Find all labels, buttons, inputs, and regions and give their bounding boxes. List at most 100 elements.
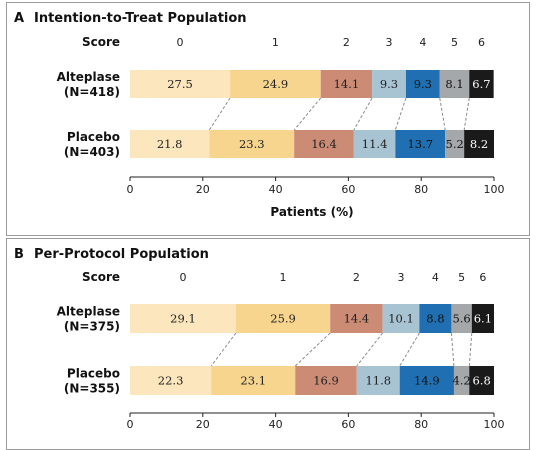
bar-segment [230, 70, 321, 98]
bar-segment [399, 366, 454, 395]
data-label: 25.9 [270, 312, 296, 326]
panel-a-frame [6, 2, 530, 236]
bar-segment [130, 130, 210, 158]
data-label: 23.1 [240, 374, 266, 388]
bar-segment [320, 70, 373, 98]
bar-segment [382, 304, 420, 333]
bar-segment [130, 366, 212, 395]
x-tick-label: 20 [196, 183, 210, 196]
bar-segment [471, 304, 494, 333]
bar-segment [395, 130, 446, 158]
bar-segment [405, 70, 440, 98]
segment-connector [356, 332, 384, 367]
bar-segment [439, 70, 470, 98]
bar-segment [419, 304, 452, 333]
data-label: 21.8 [157, 137, 183, 151]
x-axis-label: Patients (%) [270, 205, 353, 219]
bar-segment [451, 304, 472, 333]
x-tick-label: 60 [341, 183, 355, 196]
group-label: Placebo [67, 367, 120, 381]
chart-canvas: A Intention-to-Treat Population Score 0 1 2 3 4… [14, 11, 505, 431]
bar-segment [294, 130, 354, 158]
data-label: 8.8 [426, 312, 444, 326]
bar-segment [235, 304, 331, 333]
panel-b-title: Per-Protocol Population [34, 247, 209, 262]
x-tick-label: 100 [484, 418, 505, 431]
panel-a-title: Intention-to-Treat Population [34, 11, 247, 26]
segment-connector [450, 332, 455, 367]
x-tick-label: 0 [127, 418, 134, 431]
data-label: 6.7 [472, 77, 490, 91]
segment-connector [399, 332, 420, 367]
data-label: 11.4 [362, 137, 388, 151]
data-label: 5.6 [452, 312, 470, 326]
bar-segment [353, 130, 396, 158]
score-column-label: 6 [479, 271, 486, 284]
data-label: 6.1 [474, 312, 492, 326]
segment-connector [463, 97, 470, 131]
segment-connector [468, 332, 473, 367]
panel-b-letter: B [14, 247, 24, 262]
score-column-label: 4 [432, 271, 439, 284]
segment-connector [394, 97, 407, 131]
x-tick-label: 40 [269, 183, 283, 196]
score-header: Score [82, 35, 120, 49]
score-column-label: 2 [353, 271, 360, 284]
x-tick-label: 20 [196, 418, 210, 431]
data-label: 4.2 [452, 374, 470, 388]
score-column-label: 0 [177, 36, 184, 49]
x-tick-label: 80 [414, 183, 428, 196]
score-column-label: 0 [179, 271, 186, 284]
data-label: 8.2 [470, 137, 488, 151]
segment-connector [353, 97, 373, 131]
bar-segment [209, 130, 295, 158]
bar-segment [372, 70, 406, 98]
data-label: 9.3 [414, 77, 432, 91]
score-column-label: 4 [419, 36, 426, 49]
score-column-label: 6 [478, 36, 485, 49]
x-tick-label: 0 [127, 183, 134, 196]
score-column-label: 1 [280, 271, 287, 284]
data-label: 16.9 [313, 374, 339, 388]
segment-connector [439, 97, 446, 131]
bar-segment [130, 70, 231, 98]
bar-segment [295, 366, 357, 395]
bar-segment [453, 366, 470, 395]
data-label: 13.7 [407, 137, 433, 151]
data-label: 29.1 [170, 312, 196, 326]
score-header: Score [82, 270, 120, 284]
data-label: 10.1 [388, 312, 414, 326]
data-label: 5.2 [446, 137, 464, 151]
score-column-label: 3 [385, 36, 392, 49]
panel-a-letter: A [14, 11, 24, 26]
score-column-label: 5 [451, 36, 458, 49]
bar-segment [445, 130, 465, 158]
group-n-label: (N=403) [64, 145, 120, 159]
segment-connector [294, 332, 331, 367]
segment-connector [293, 97, 322, 131]
data-label: 14.9 [414, 374, 440, 388]
score-column-label: 1 [272, 36, 279, 49]
data-label: 8.1 [445, 77, 463, 91]
data-label: 14.4 [344, 312, 370, 326]
data-label: 27.5 [167, 77, 193, 91]
group-label: Alteplase [57, 305, 120, 319]
group-n-label: (N=375) [64, 320, 120, 334]
segment-connector [210, 332, 237, 367]
bar-segment [464, 130, 494, 158]
bar-segment [130, 304, 236, 333]
segment-connector [208, 97, 231, 131]
group-label: Placebo [67, 130, 120, 144]
data-label: 9.3 [380, 77, 398, 91]
group-label: Alteplase [57, 70, 120, 84]
data-label: 24.9 [263, 77, 289, 91]
data-label: 14.1 [334, 77, 360, 91]
data-label: 16.4 [311, 137, 337, 151]
x-tick-label: 40 [269, 418, 283, 431]
group-n-label: (N=418) [64, 85, 120, 99]
bar-segment [211, 366, 296, 395]
x-tick-label: 80 [414, 418, 428, 431]
bar-segment [356, 366, 400, 395]
group-n-label: (N=355) [64, 382, 120, 396]
data-label: 23.3 [239, 137, 265, 151]
